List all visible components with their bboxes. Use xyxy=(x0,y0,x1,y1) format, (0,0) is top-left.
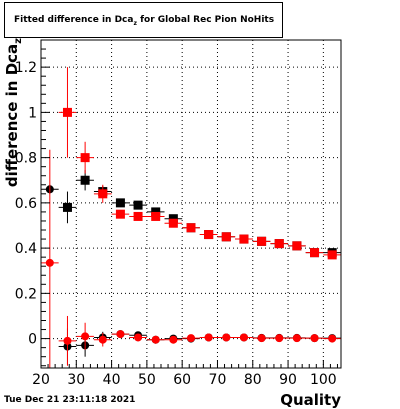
data-point xyxy=(116,330,125,339)
data-point xyxy=(275,334,284,343)
data-point xyxy=(292,241,302,251)
data-point xyxy=(310,334,319,343)
data-point xyxy=(115,198,125,208)
data-point xyxy=(151,211,161,221)
data-point xyxy=(204,333,213,342)
series-4 xyxy=(41,149,341,368)
plot-frame xyxy=(40,39,342,369)
data-point xyxy=(133,211,143,221)
data-point xyxy=(257,334,266,343)
grid-lines xyxy=(40,40,341,368)
data-point xyxy=(63,336,72,345)
y-tick-label: 0.4 xyxy=(15,241,37,257)
data-point xyxy=(134,333,143,342)
x-tick-label: 40 xyxy=(103,372,121,388)
data-point xyxy=(45,258,54,267)
data-point xyxy=(327,250,337,260)
x-axis-label: Quality xyxy=(280,391,341,409)
data-point xyxy=(186,223,196,233)
x-tick-label: 60 xyxy=(173,372,191,388)
series-2 xyxy=(58,67,341,260)
data-point xyxy=(328,334,337,343)
data-marks xyxy=(41,67,341,368)
data-point xyxy=(151,207,161,217)
y-tick-label: 1.2 xyxy=(15,60,37,76)
data-point xyxy=(62,202,72,212)
data-point xyxy=(151,335,160,344)
data-point xyxy=(62,107,72,117)
x-tick-label: 30 xyxy=(67,372,85,388)
data-point xyxy=(80,153,90,163)
x-tick-label: 70 xyxy=(209,372,227,388)
data-point xyxy=(98,335,107,344)
data-point xyxy=(257,236,267,246)
data-point xyxy=(239,333,248,342)
data-point xyxy=(168,214,178,224)
y-tick-label: 0.6 xyxy=(15,196,37,212)
chart-title-box: Fitted difference in Dcaz for Global Rec… xyxy=(4,2,283,38)
data-point xyxy=(222,333,231,342)
data-point xyxy=(221,232,231,242)
data-point xyxy=(98,189,108,199)
data-point xyxy=(239,234,249,244)
data-point xyxy=(310,248,320,258)
x-tick-label: 80 xyxy=(244,372,262,388)
data-point xyxy=(169,335,178,344)
axis-ticks: 20 30 40 50 60 70 80 90 100 0 0.2 0.4 0.6 0.8 1 1.2 xyxy=(15,39,338,388)
data-point xyxy=(292,334,301,343)
y-axis-label: difference in Dcaz xyxy=(3,38,24,187)
data-point xyxy=(81,332,90,341)
data-point xyxy=(133,200,143,210)
data-point xyxy=(168,218,178,228)
y-tick-label: 1 xyxy=(28,105,37,121)
x-tick-label: 100 xyxy=(310,372,337,388)
data-point xyxy=(187,334,195,343)
data-point xyxy=(204,230,214,240)
x-tick-label: 90 xyxy=(279,372,297,388)
data-point xyxy=(80,175,90,185)
data-point xyxy=(274,239,284,249)
y-tick-label: 0.2 xyxy=(15,286,37,302)
timestamp: Tue Dec 21 23:11:18 2021 xyxy=(4,395,136,405)
x-tick-label: 50 xyxy=(138,372,156,388)
y-tick-label: 0.8 xyxy=(15,151,37,167)
x-tick-label: 20 xyxy=(32,372,50,388)
y-tick-label: 0 xyxy=(28,332,37,348)
chart-title: Fitted difference in Dcaz for Global Rec… xyxy=(14,15,275,27)
data-point xyxy=(115,209,125,219)
